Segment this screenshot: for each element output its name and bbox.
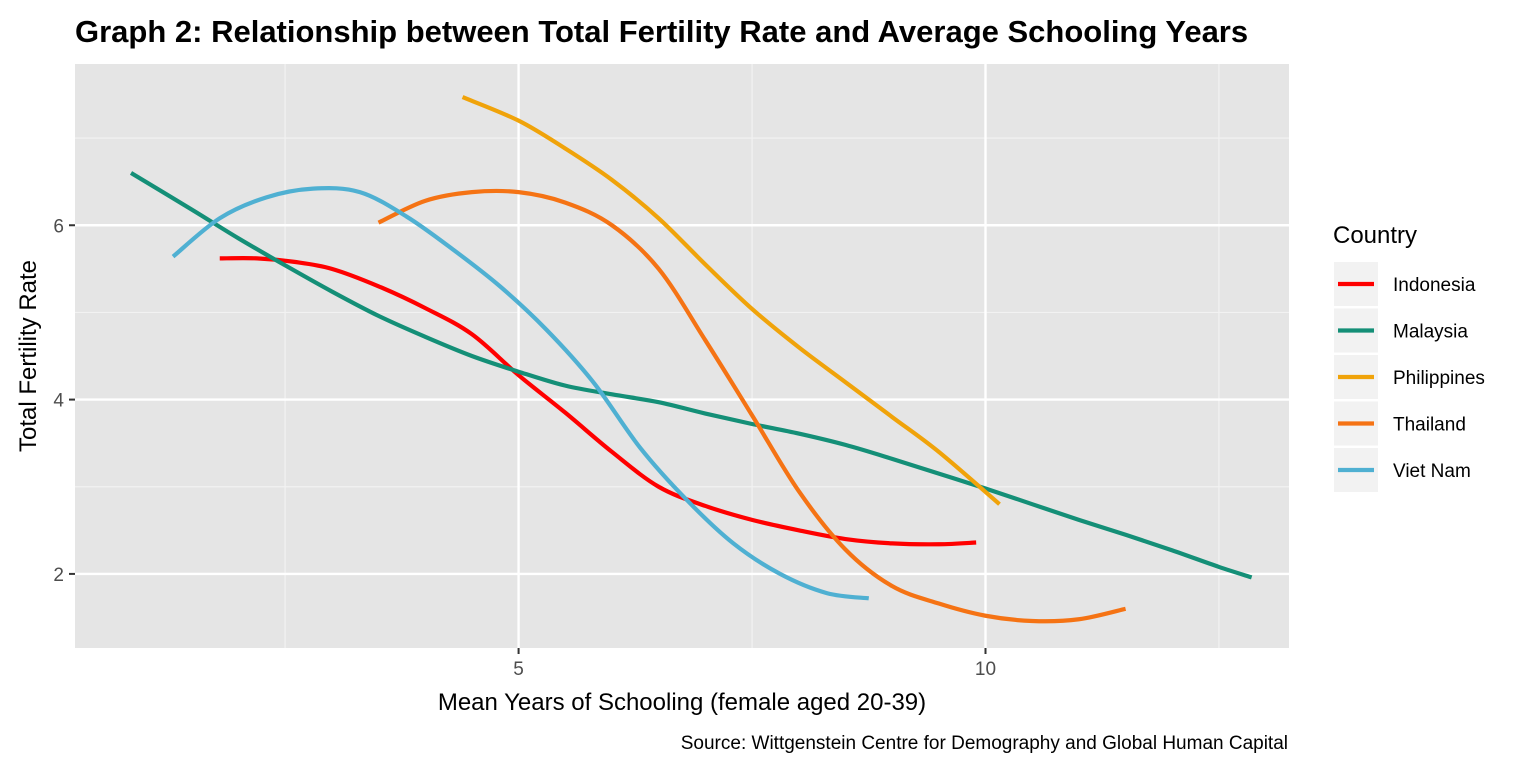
y-tick-label: 4 xyxy=(53,391,64,412)
legend-label-philippines: Philippines xyxy=(1393,368,1485,389)
plot-panel xyxy=(75,64,1289,648)
series-line-malaysia xyxy=(129,171,1253,580)
series-line-philippines xyxy=(461,95,1001,506)
series-lines xyxy=(129,95,1253,624)
axis-ticks xyxy=(69,224,987,654)
tick-labels: 5 10 2 4 6 xyxy=(53,216,996,680)
series-line-thailand xyxy=(377,188,1127,624)
minor-gridlines xyxy=(75,64,1289,648)
y-axis-title: Total Fertility Rate xyxy=(15,260,42,452)
major-gridlines xyxy=(75,64,1289,648)
series-line-indonesia xyxy=(219,256,977,547)
legend-label-thailand: Thailand xyxy=(1393,415,1466,436)
legend: Country Indonesia Malaysia Philippines Thai… xyxy=(1333,222,1485,492)
chart-title: Graph 2: Relationship between Total Fert… xyxy=(75,14,1248,49)
series-line-viet-nam xyxy=(171,186,870,601)
legend-label-viet-nam: Viet Nam xyxy=(1393,461,1471,482)
y-tick-label: 2 xyxy=(53,565,64,586)
x-axis-title: Mean Years of Schooling (female aged 20-… xyxy=(438,689,926,716)
chart-caption: Source: Wittgenstein Centre for Demograp… xyxy=(681,733,1288,754)
legend-label-indonesia: Indonesia xyxy=(1393,275,1476,296)
x-tick-label: 5 xyxy=(513,659,524,680)
legend-title: Country xyxy=(1333,222,1417,249)
x-tick-label: 10 xyxy=(975,659,996,680)
legend-label-malaysia: Malaysia xyxy=(1393,322,1468,343)
y-tick-label: 6 xyxy=(53,216,64,237)
